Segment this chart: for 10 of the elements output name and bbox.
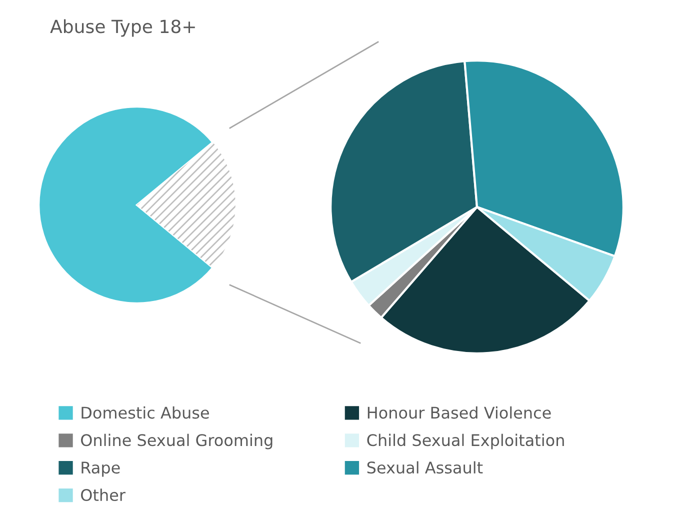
- legend-label: Online Sexual Grooming: [81, 434, 272, 450]
- legend-label: Rape: [82, 462, 120, 477]
- legend-label: Other: [81, 488, 126, 502]
- chart-title: Abuse Type 18+: [50, 19, 195, 37]
- pie-slice: [137, 142, 236, 268]
- legend-label: Domestic Abuse: [82, 406, 209, 419]
- legend-label: Sexual Assault: [367, 461, 483, 474]
- legend-label: Honour Based Violence: [368, 406, 551, 419]
- pie-slice: [38, 106, 214, 304]
- legend-label: Child Sexual Exploitation: [367, 434, 564, 450]
